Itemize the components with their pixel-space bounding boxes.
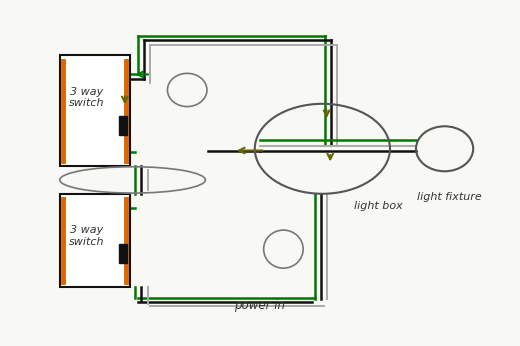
- Text: light fixture: light fixture: [418, 192, 482, 202]
- Bar: [119, 116, 127, 135]
- Text: power in: power in: [235, 299, 285, 312]
- Text: 3 way
switch: 3 way switch: [69, 225, 104, 247]
- Bar: [60, 55, 130, 166]
- Text: 3 way
switch: 3 way switch: [69, 86, 104, 108]
- Bar: [60, 194, 130, 287]
- Text: light box: light box: [354, 201, 402, 211]
- Bar: [119, 244, 127, 263]
